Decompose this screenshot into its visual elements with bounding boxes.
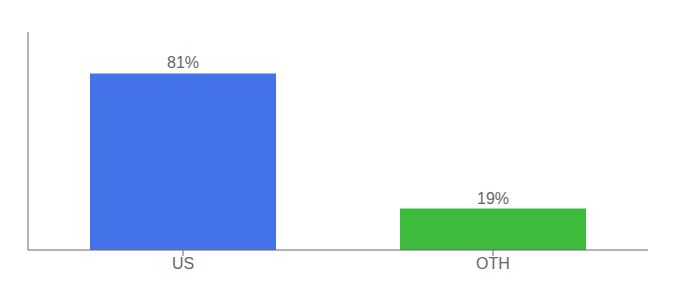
svg-text:19%: 19% xyxy=(477,190,509,207)
svg-text:81%: 81% xyxy=(167,54,199,71)
svg-text:OTH: OTH xyxy=(476,255,510,272)
svg-text:US: US xyxy=(172,255,194,272)
